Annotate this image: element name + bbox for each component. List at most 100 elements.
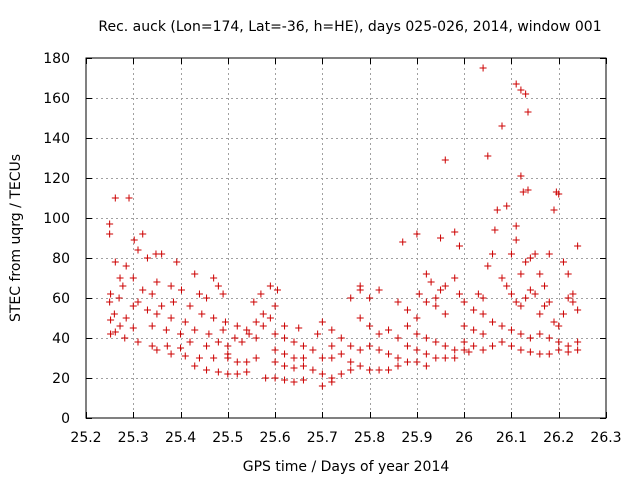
data-point bbox=[451, 354, 459, 362]
data-point bbox=[210, 274, 218, 282]
data-point bbox=[231, 334, 239, 342]
data-point bbox=[129, 324, 137, 332]
data-point bbox=[550, 318, 558, 326]
data-point bbox=[526, 254, 534, 262]
data-point bbox=[394, 354, 402, 362]
data-point bbox=[148, 342, 156, 350]
data-point bbox=[427, 278, 435, 286]
data-point bbox=[441, 354, 449, 362]
data-point bbox=[432, 338, 440, 346]
data-point bbox=[328, 326, 336, 334]
data-point bbox=[205, 330, 213, 338]
data-point bbox=[271, 302, 279, 310]
data-point bbox=[299, 376, 307, 384]
data-point bbox=[422, 270, 430, 278]
data-point bbox=[177, 344, 185, 352]
data-point bbox=[153, 310, 161, 318]
y-tick-label: 120 bbox=[43, 171, 70, 187]
data-point bbox=[121, 334, 129, 342]
data-point bbox=[262, 374, 270, 382]
data-point bbox=[437, 286, 445, 294]
data-point bbox=[403, 322, 411, 330]
y-tick-label: 80 bbox=[52, 251, 70, 267]
data-point bbox=[536, 330, 544, 338]
data-point bbox=[519, 188, 527, 196]
y-tick-label: 160 bbox=[43, 91, 70, 107]
data-point bbox=[413, 358, 421, 366]
data-point bbox=[517, 330, 525, 338]
data-point bbox=[281, 334, 289, 342]
data-point bbox=[309, 346, 317, 354]
data-point bbox=[470, 306, 478, 314]
x-tick-label: 25.7 bbox=[307, 430, 338, 446]
data-point bbox=[385, 366, 393, 374]
data-point bbox=[318, 382, 326, 390]
data-point bbox=[129, 302, 137, 310]
data-point bbox=[173, 258, 181, 266]
data-points bbox=[106, 64, 582, 390]
data-point bbox=[366, 342, 374, 350]
data-point bbox=[564, 294, 572, 302]
data-point bbox=[181, 352, 189, 360]
data-point bbox=[243, 326, 251, 334]
data-point bbox=[512, 236, 520, 244]
data-point bbox=[252, 354, 260, 362]
data-point bbox=[238, 338, 246, 346]
data-point bbox=[474, 290, 482, 298]
data-point bbox=[290, 378, 298, 386]
data-point bbox=[531, 290, 539, 298]
data-point bbox=[318, 318, 326, 326]
data-point bbox=[375, 286, 383, 294]
data-point bbox=[195, 290, 203, 298]
data-point bbox=[366, 294, 374, 302]
x-tick-label: 25.2 bbox=[70, 430, 101, 446]
data-point bbox=[233, 322, 241, 330]
data-point bbox=[125, 194, 133, 202]
data-point bbox=[413, 230, 421, 238]
data-point bbox=[214, 338, 222, 346]
data-point bbox=[512, 80, 520, 88]
data-point bbox=[507, 250, 515, 258]
data-point bbox=[415, 290, 423, 298]
data-point bbox=[574, 306, 582, 314]
x-tick-label: 26 bbox=[455, 430, 473, 446]
data-point bbox=[375, 346, 383, 354]
data-point bbox=[564, 348, 572, 356]
y-tick-label: 100 bbox=[43, 211, 70, 227]
data-point bbox=[413, 346, 421, 354]
x-tick-label: 25.3 bbox=[118, 430, 149, 446]
data-point bbox=[564, 270, 572, 278]
data-point bbox=[356, 314, 364, 322]
data-point bbox=[385, 350, 393, 358]
data-point bbox=[139, 286, 147, 294]
y-tick-label: 40 bbox=[52, 331, 70, 347]
data-point bbox=[394, 362, 402, 370]
data-point bbox=[266, 282, 274, 290]
data-point bbox=[491, 226, 499, 234]
data-point bbox=[259, 322, 267, 330]
data-point bbox=[555, 346, 563, 354]
data-point bbox=[526, 286, 534, 294]
data-point bbox=[550, 206, 558, 214]
data-point bbox=[507, 326, 515, 334]
data-point bbox=[522, 294, 530, 302]
data-point bbox=[158, 250, 166, 258]
data-point bbox=[441, 310, 449, 318]
data-point bbox=[328, 374, 336, 382]
data-point bbox=[451, 346, 459, 354]
data-point bbox=[555, 338, 563, 346]
data-point bbox=[559, 310, 567, 318]
data-point bbox=[299, 362, 307, 370]
data-point bbox=[479, 346, 487, 354]
data-point bbox=[252, 334, 260, 342]
data-point bbox=[517, 302, 525, 310]
data-point bbox=[163, 342, 171, 350]
y-tick-labels: 0 20 40 60 80 100 120 140 160 180 bbox=[43, 51, 70, 427]
data-point bbox=[536, 270, 544, 278]
x-axis-label: GPS time / Days of year 2014 bbox=[243, 459, 450, 475]
data-point bbox=[210, 314, 218, 322]
data-point bbox=[493, 206, 501, 214]
data-point bbox=[143, 254, 151, 262]
data-point bbox=[219, 290, 227, 298]
